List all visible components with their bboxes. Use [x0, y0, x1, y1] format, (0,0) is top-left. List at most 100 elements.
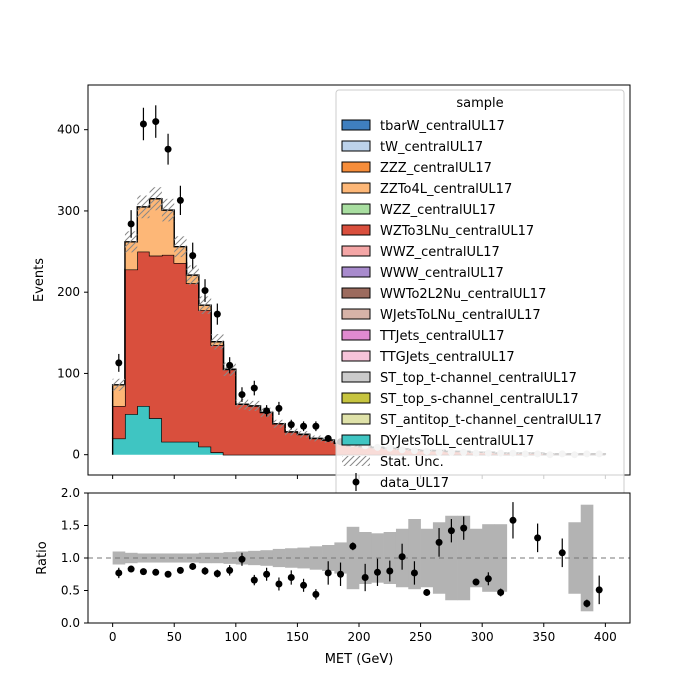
ratio-x-tick-label: 50 [167, 630, 182, 644]
data-point [201, 287, 209, 295]
data-point [263, 407, 271, 415]
legend-label: WZZ_centralUL17 [380, 203, 496, 218]
ratio-points [115, 502, 603, 608]
stat-unc-bin [297, 431, 310, 438]
ratio-point [472, 578, 480, 586]
ratio-point [534, 534, 542, 542]
hist-fill-0 [112, 405, 606, 455]
ratio-unc-bin [420, 528, 434, 588]
data-point [139, 120, 147, 128]
ratio-x-tick-label: 100 [224, 630, 247, 644]
data-point [226, 361, 234, 369]
legend-swatch [341, 350, 371, 362]
ratio-point [139, 568, 147, 576]
data-point [250, 384, 258, 392]
legend-label: ZZTo4L_centralUL17 [380, 182, 512, 197]
hist-fill-2 [112, 198, 606, 454]
legend-label-stat-unc: Stat. Unc. [380, 455, 444, 470]
ratio-point [152, 568, 160, 576]
legend-label: ST_antitop_t-channel_centralUL17 [380, 413, 602, 428]
data-point [164, 145, 172, 153]
ratio-point [423, 588, 431, 596]
stat-unc-bin [285, 428, 298, 436]
ratio-point [263, 570, 271, 578]
legend-swatch [341, 413, 371, 425]
legend-label: tW_centralUL17 [380, 140, 483, 155]
stat-unc-bin [186, 265, 199, 285]
ratio-point [337, 570, 345, 578]
stat-unc-bin [124, 231, 138, 253]
stat-unc-bin [272, 419, 286, 428]
ratio-point [201, 567, 209, 575]
ratio-point [189, 562, 197, 570]
data-point [115, 359, 123, 367]
data-point [287, 421, 295, 429]
ratio-point [509, 516, 517, 524]
ratio-point [410, 569, 418, 577]
legend-swatch [341, 119, 371, 131]
ratio-point [460, 524, 468, 532]
ratio-point [300, 581, 308, 589]
ratio-point [176, 566, 184, 574]
stat-unc-bin [137, 195, 150, 219]
ratio-unc-bin [457, 515, 471, 601]
ratio-point [398, 553, 406, 561]
legend-label: ST_top_t-channel_centralUL17 [380, 371, 577, 386]
legend-swatch [341, 245, 371, 257]
ratio-unc-bin [260, 550, 274, 566]
ratio-point [595, 586, 603, 594]
stat-unc-bin [112, 378, 125, 391]
data-point [275, 404, 283, 412]
legend-label: WWZ_centralUL17 [380, 245, 500, 260]
ratio-point [213, 570, 221, 578]
legend-label: tbarW_centralUL17 [380, 119, 505, 134]
ratio-point [349, 542, 357, 550]
ratio-point [324, 569, 332, 577]
stat-unc-bin [198, 296, 212, 315]
ratio-panel: 0.0 0.5 1.0 1.5 2.0 0 50 100 150 200 250 300 350 400… [35, 486, 631, 667]
data-point [300, 422, 308, 430]
ratio-point [250, 576, 258, 584]
ratio-y-axis-label: Ratio [35, 541, 50, 574]
data-point [152, 118, 160, 126]
legend-data-marker [352, 478, 360, 486]
ratio-y-tick-label: 1.0 [61, 551, 80, 565]
ratio-unc-bin [124, 552, 138, 564]
ratio-point [164, 570, 172, 578]
ratio-unc-bin [297, 547, 311, 569]
legend-swatch [341, 308, 371, 320]
legend-swatch [341, 266, 371, 278]
ratio-x-tick-label: 0 [109, 630, 117, 644]
ratio-point [226, 566, 234, 574]
legend-label: WWW_centralUL17 [380, 266, 504, 281]
x-axis-label: MET (GeV) [325, 652, 394, 667]
ratio-point [127, 565, 135, 573]
ratio-unc-bin [186, 553, 200, 563]
ratio-x-tick-label: 350 [532, 630, 555, 644]
data-point [176, 196, 184, 204]
legend-swatch [341, 434, 371, 446]
legend-swatch [341, 371, 371, 383]
ratio-unc-bin [322, 545, 335, 571]
stat-unc-bin [161, 198, 175, 222]
main-panel: 0 100 200 300 400 Events sample tbarW_central… [32, 84, 631, 509]
legend-swatch [341, 392, 371, 404]
ratio-y-tick-label: 2.0 [61, 486, 80, 500]
stat-unc-bin [149, 187, 162, 211]
ratio-point [275, 580, 283, 588]
main-y-axis: 0 100 200 300 400 [57, 123, 88, 462]
legend-swatch [341, 161, 371, 173]
stat-unc-bin [174, 236, 187, 258]
ratio-x-tick-label: 300 [471, 630, 494, 644]
ratio-point [583, 600, 591, 607]
ratio-point [497, 588, 505, 596]
ratio-unc-bin [161, 553, 175, 563]
ratio-point [484, 575, 492, 583]
legend-swatch [341, 140, 371, 152]
ratio-point [373, 568, 381, 576]
ratio-unc-bin [285, 548, 298, 568]
ratio-x-tick-label: 150 [286, 630, 309, 644]
legend-label: WJetsToLNu_centralUL17 [380, 308, 541, 323]
data-point [213, 310, 221, 318]
